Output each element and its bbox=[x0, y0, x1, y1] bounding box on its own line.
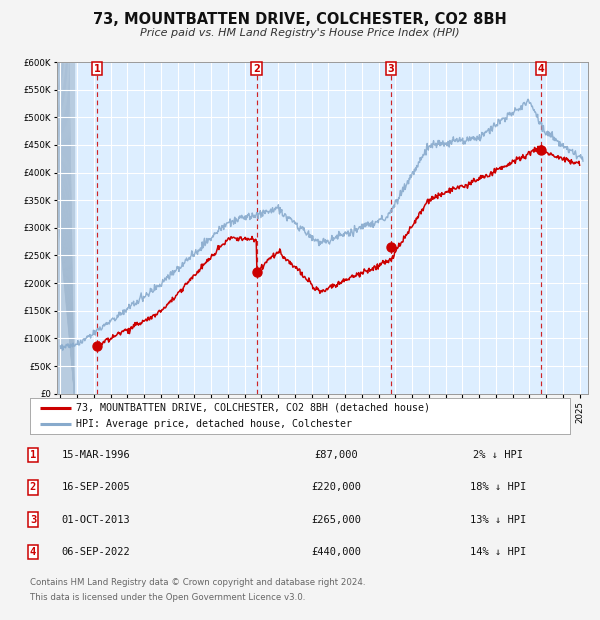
Text: 13% ↓ HPI: 13% ↓ HPI bbox=[470, 515, 526, 525]
Text: 73, MOUNTBATTEN DRIVE, COLCHESTER, CO2 8BH (detached house): 73, MOUNTBATTEN DRIVE, COLCHESTER, CO2 8… bbox=[76, 403, 430, 413]
Text: 01-OCT-2013: 01-OCT-2013 bbox=[62, 515, 130, 525]
Text: Contains HM Land Registry data © Crown copyright and database right 2024.: Contains HM Land Registry data © Crown c… bbox=[30, 578, 365, 587]
Text: 73, MOUNTBATTEN DRIVE, COLCHESTER, CO2 8BH: 73, MOUNTBATTEN DRIVE, COLCHESTER, CO2 8… bbox=[93, 12, 507, 27]
Text: 4: 4 bbox=[30, 547, 36, 557]
Text: HPI: Average price, detached house, Colchester: HPI: Average price, detached house, Colc… bbox=[76, 419, 352, 429]
Text: £87,000: £87,000 bbox=[314, 450, 358, 460]
Text: 3: 3 bbox=[388, 64, 395, 74]
Text: 4: 4 bbox=[538, 64, 544, 74]
Text: 18% ↓ HPI: 18% ↓ HPI bbox=[470, 482, 526, 492]
Text: 1: 1 bbox=[30, 450, 36, 460]
Bar bbox=[57, 62, 74, 394]
Text: 2: 2 bbox=[253, 64, 260, 74]
Text: 15-MAR-1996: 15-MAR-1996 bbox=[62, 450, 130, 460]
Text: £220,000: £220,000 bbox=[311, 482, 361, 492]
Text: 2% ↓ HPI: 2% ↓ HPI bbox=[473, 450, 523, 460]
Text: Price paid vs. HM Land Registry's House Price Index (HPI): Price paid vs. HM Land Registry's House … bbox=[140, 28, 460, 38]
Text: 06-SEP-2022: 06-SEP-2022 bbox=[62, 547, 130, 557]
Text: £440,000: £440,000 bbox=[311, 547, 361, 557]
Text: 14% ↓ HPI: 14% ↓ HPI bbox=[470, 547, 526, 557]
Text: 1: 1 bbox=[94, 64, 101, 74]
Text: £265,000: £265,000 bbox=[311, 515, 361, 525]
Text: This data is licensed under the Open Government Licence v3.0.: This data is licensed under the Open Gov… bbox=[30, 593, 305, 602]
Text: 2: 2 bbox=[30, 482, 36, 492]
Text: 3: 3 bbox=[30, 515, 36, 525]
Text: 16-SEP-2005: 16-SEP-2005 bbox=[62, 482, 130, 492]
